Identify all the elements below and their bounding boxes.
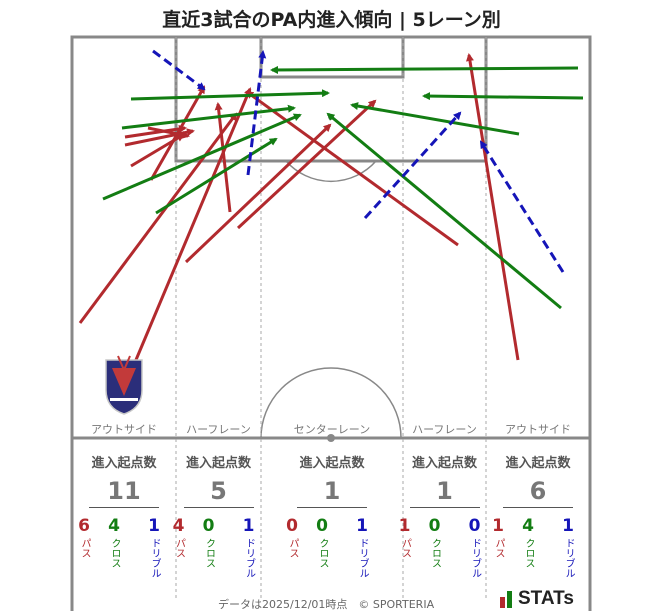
cross-count: 0 xyxy=(428,516,441,536)
pass-arrow-10 xyxy=(124,124,187,139)
cross-count: 4 xyxy=(522,516,534,536)
dribble-label: ドリブル xyxy=(149,538,160,578)
stats-logo-text: STATs xyxy=(518,588,574,609)
stats-divider xyxy=(503,507,573,508)
center-circle xyxy=(260,367,402,439)
cross-count: 0 xyxy=(202,516,215,536)
pass-arrow-11 xyxy=(130,133,185,168)
cross-label: クロス xyxy=(523,538,534,568)
pass-label: パス xyxy=(79,538,90,558)
cross-arrow-8 xyxy=(326,112,562,310)
lane-stats-1: 進入起点数 11 6 パス 4 クロス 1 ドリブル xyxy=(72,452,176,578)
lane-name-1: アウトサイド xyxy=(91,423,157,436)
dribble-count: 1 xyxy=(356,516,368,536)
stats-total: 1 xyxy=(323,477,341,505)
lane-dividers xyxy=(175,37,487,600)
dribble-count: 0 xyxy=(468,516,481,536)
dribble-arrow-2 xyxy=(246,50,267,176)
pass-label: パス xyxy=(287,538,298,558)
cross-arrow-3 xyxy=(155,137,278,215)
stats-label: 進入起点数 xyxy=(185,456,251,471)
footer-note: データは2025/12/01時点 © SPORTERIA xyxy=(218,598,435,611)
stats-total: 6 xyxy=(529,477,547,505)
cross-arrow-7 xyxy=(350,102,520,136)
dribble-arrow-1 xyxy=(152,49,206,91)
pass-arrow-2 xyxy=(131,87,252,368)
arrow-layer xyxy=(78,49,584,368)
pass-arrow-1 xyxy=(78,112,238,324)
stats-total: 5 xyxy=(210,477,227,505)
stats-divider xyxy=(409,507,480,508)
stats-label: 進入起点数 xyxy=(91,456,157,471)
pass-arrow-8 xyxy=(214,102,232,213)
pass-label: パス xyxy=(493,538,504,558)
pass-arrow-5 xyxy=(236,99,377,230)
lane-stats-2: 進入起点数 5 4 パス 0 クロス 1 ドリブル xyxy=(172,452,261,578)
stats-label: 進入起点数 xyxy=(411,456,477,471)
pass-label: パス xyxy=(399,538,411,558)
dribble-label: ドリブル xyxy=(563,538,574,578)
cross-arrow-1 xyxy=(130,89,330,101)
stats-divider xyxy=(183,507,254,508)
cross-count: 0 xyxy=(316,516,328,536)
cross-label: クロス xyxy=(109,538,120,568)
dribble-label: ドリブル xyxy=(469,538,481,578)
dribble-count: 1 xyxy=(148,516,160,536)
pass-count: 6 xyxy=(78,516,90,536)
cross-label: クロス xyxy=(317,538,328,568)
cross-label: クロス xyxy=(429,538,441,568)
dribble-count: 1 xyxy=(242,516,255,536)
dribble-label: ドリブル xyxy=(243,538,255,578)
lane-name-2: ハーフレーン xyxy=(186,423,251,436)
lane-stats-5: 進入起点数 6 1 パス 4 クロス 1 ドリブル xyxy=(486,452,590,578)
team-crest-icon xyxy=(105,355,143,415)
stats-label: 進入起点数 xyxy=(505,456,571,471)
cross-label: クロス xyxy=(203,538,215,568)
penalty-arc xyxy=(285,160,377,183)
pass-count: 0 xyxy=(286,516,298,536)
chart-title: 直近3試合のPA内進入傾向 | 5レーン別 xyxy=(162,9,501,31)
pass-arrow-4 xyxy=(184,123,332,264)
dribble-arrow-4 xyxy=(479,140,565,273)
lane-name-4: ハーフレーン xyxy=(412,423,477,436)
pass-count: 1 xyxy=(398,516,411,536)
pass-count: 1 xyxy=(492,516,504,536)
stats-total: 11 xyxy=(107,477,141,505)
stats-divider xyxy=(297,507,367,508)
stats-total: 1 xyxy=(436,477,453,505)
cross-arrow-5 xyxy=(270,65,579,74)
stats-logo-icon xyxy=(500,590,512,608)
lane-stats-3: 進入起点数 1 0 パス 0 クロス 1 ドリブル xyxy=(261,452,403,578)
lane-name-5: アウトサイド xyxy=(505,423,571,436)
pass-arrow-6 xyxy=(245,90,459,247)
pass-count: 4 xyxy=(172,516,185,536)
stats-label: 進入起点数 xyxy=(299,456,365,471)
stats-logo: STATs xyxy=(500,588,574,610)
pass-arrow-7 xyxy=(466,53,520,361)
dribble-count: 1 xyxy=(562,516,574,536)
dribble-arrow-3 xyxy=(363,111,462,220)
dribble-label: ドリブル xyxy=(357,538,368,578)
lane-name-3: センターレーン xyxy=(293,423,371,436)
cross-arrow-2 xyxy=(102,113,302,201)
cross-arrow-4 xyxy=(121,104,296,130)
cross-count: 4 xyxy=(108,516,120,536)
cross-arrow-6 xyxy=(422,92,584,101)
pass-arrow-12 xyxy=(147,126,190,139)
lane-stats-4: 進入起点数 1 1 パス 0 クロス 0 ドリブル xyxy=(399,452,486,578)
center-spot xyxy=(327,434,335,442)
pass-label: パス xyxy=(173,538,185,558)
stats-divider xyxy=(89,507,159,508)
